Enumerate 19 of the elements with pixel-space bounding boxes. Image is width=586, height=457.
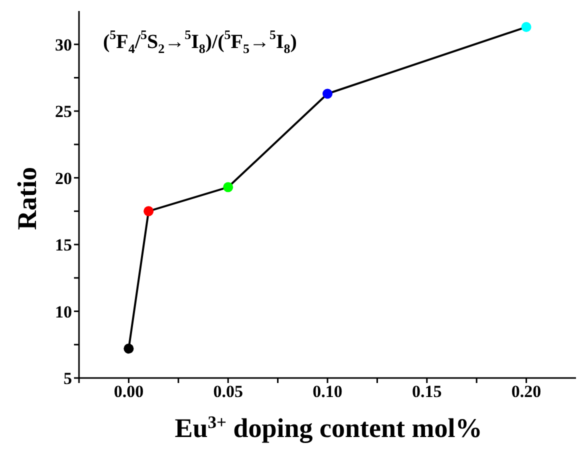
x-tick-label: 0.00: [114, 382, 144, 402]
x-axis-title: Eu$^{3+}$ doping content mol%: [174, 412, 482, 443]
y-tick-label: 15: [55, 236, 72, 255]
point: [521, 22, 532, 32]
x-tick-label: 0.05: [213, 382, 243, 402]
point: [124, 344, 134, 354]
x-tick-label: 0.15: [412, 382, 442, 402]
x-tick-label: 0.10: [312, 382, 342, 402]
y-axis-title: Ratio: [12, 167, 42, 230]
y-tick-label: 30: [55, 35, 72, 54]
point: [223, 182, 234, 192]
point: [144, 206, 154, 216]
y-tick-label: 5: [64, 369, 72, 388]
point: [322, 88, 332, 99]
text: ($^{5}$F$_{4}$/$^{5}$S$_{2}$→$^{5}$I$_{8}$)/($^{5}$F$_{5}$→$^{5}$I$_{8}$): [103, 27, 297, 56]
y-tick-label: 25: [55, 102, 72, 122]
y-tick-label: 10: [55, 302, 72, 322]
y-tick-label: 20: [55, 168, 72, 188]
x-tick-label: 0.20: [511, 382, 542, 402]
